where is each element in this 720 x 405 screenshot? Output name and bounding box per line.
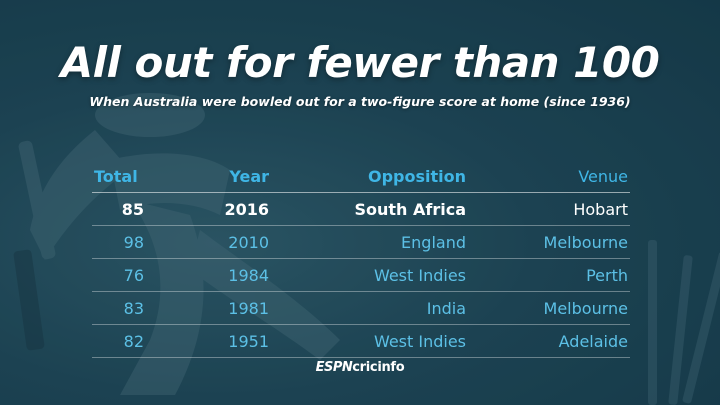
logo-product: cricinfo	[352, 360, 405, 375]
cell-venue: Perth	[586, 266, 628, 285]
cell-opposition: South Africa	[354, 200, 466, 219]
cell-total: 85	[121, 200, 144, 219]
cell-year: 1981	[228, 299, 269, 318]
cell-year: 1984	[228, 266, 269, 285]
results-table: Total Year Opposition Venue 85 2016 Sout…	[92, 160, 630, 358]
cell-year: 2016	[224, 200, 269, 219]
cell-opposition: West Indies	[373, 332, 466, 351]
cell-venue: Hobart	[573, 200, 628, 219]
logo-brand: ESPN	[315, 360, 353, 375]
page-subtitle: When Australia were bowled out for a two…	[89, 94, 631, 109]
cell-total: 76	[123, 266, 144, 285]
cell-venue: Melbourne	[543, 299, 628, 318]
cell-venue: Adelaide	[558, 332, 628, 351]
espncricinfo-logo: ESPNcricinfo	[0, 360, 720, 375]
cell-total: 83	[123, 299, 144, 318]
page-title: All out for fewer than 100	[60, 38, 660, 87]
cell-opposition: India	[426, 299, 466, 318]
table-row: 98 2010 England Melbourne	[92, 226, 630, 259]
table-row: 85 2016 South Africa Hobart	[92, 193, 630, 226]
header-venue: Venue	[578, 167, 628, 186]
header-opposition: Opposition	[367, 167, 466, 186]
table-row: 82 1951 West Indies Adelaide	[92, 325, 630, 358]
header-total: Total	[94, 167, 138, 186]
table-row: 76 1984 West Indies Perth	[92, 259, 630, 292]
table-header-row: Total Year Opposition Venue	[92, 160, 630, 193]
cell-opposition: West Indies	[373, 266, 466, 285]
header-year: Year	[229, 167, 269, 186]
cell-opposition: England	[401, 233, 466, 252]
cell-venue: Melbourne	[543, 233, 628, 252]
cell-year: 1951	[228, 332, 269, 351]
table-row: 83 1981 India Melbourne	[92, 292, 630, 325]
cell-total: 82	[123, 332, 144, 351]
cell-total: 98	[123, 233, 144, 252]
cell-year: 2010	[228, 233, 269, 252]
